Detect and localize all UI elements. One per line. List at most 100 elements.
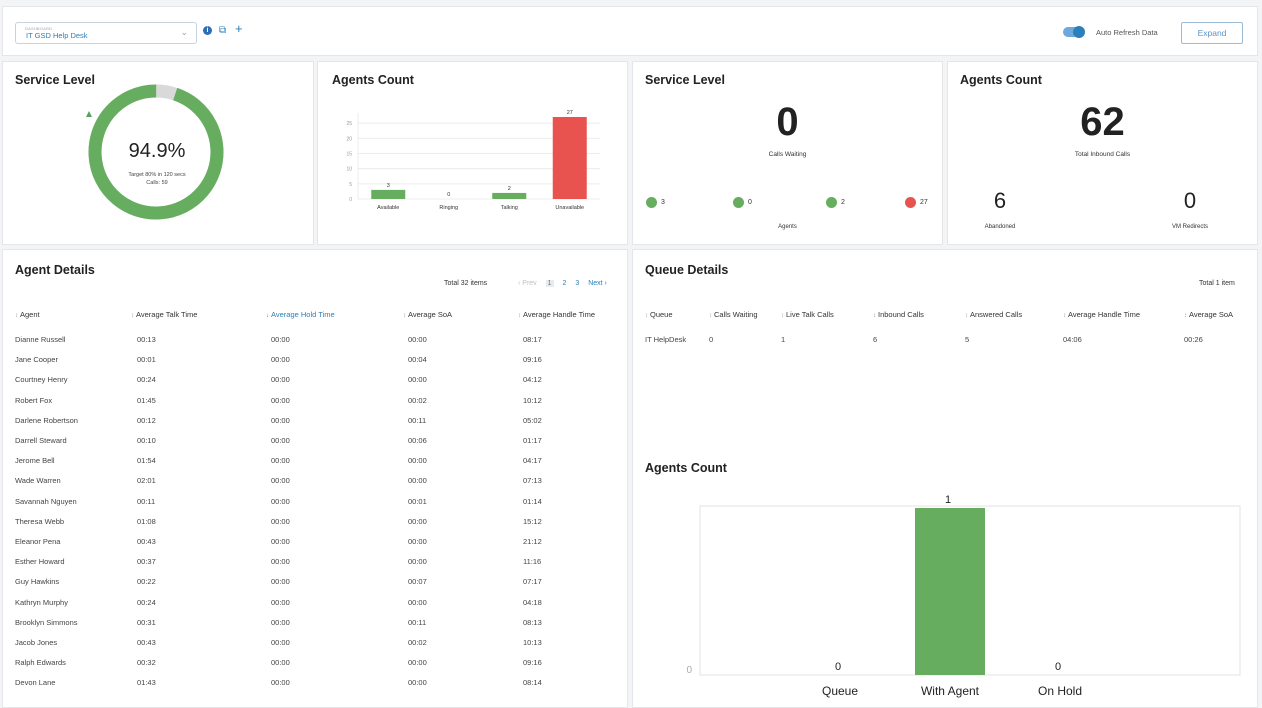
add-icon[interactable]: + [235, 21, 243, 36]
column-header-answered-calls[interactable]: ↕ Answered Calls [965, 310, 1022, 319]
y-tick-label: 0 [686, 665, 692, 676]
handle-time-cell: 04:18 [523, 597, 542, 607]
column-header-queue[interactable]: ↕ Queue [645, 310, 673, 319]
column-header-soa[interactable]: ↕ Average SoA [403, 310, 453, 319]
pager-page-2[interactable]: 2 [562, 280, 567, 287]
x-category-label: Queue [822, 684, 858, 698]
hold-time-cell: 00:00 [271, 375, 290, 385]
column-header-label: Average Hold Time [271, 310, 335, 319]
column-header-soa[interactable]: ↕ Average SoA [1184, 310, 1233, 319]
talk-time-cell: 00:24 [137, 597, 156, 607]
soa-cell: 00:11 [408, 617, 427, 627]
handle-time-cell: 10:13 [523, 638, 542, 647]
dashboard-toolbar: DASHBOARD IT GSD Help Desk ⌄ i ⧉ + Auto … [2, 6, 1258, 56]
table-row[interactable]: Dianne Russell 00:13 00:00 00:00 08:17 [3, 335, 623, 349]
panel-title: Queue Details [645, 263, 729, 277]
info-icon[interactable]: i [203, 26, 212, 35]
table-row[interactable]: Devon Lane 01:43 00:00 00:00 08:14 [3, 678, 623, 692]
hold-time-cell: 00:00 [271, 335, 290, 344]
pager-next[interactable]: Next › [588, 280, 607, 287]
table-row[interactable]: Guy Hawkins 00:22 00:00 00:07 07:17 [3, 577, 623, 591]
column-header-label: Average Talk Time [136, 310, 198, 319]
table-row[interactable]: Savannah Nguyen 00:11 00:00 00:01 01:14 [3, 497, 623, 511]
column-header-handle-time[interactable]: ↕ Average Handle Time [1063, 310, 1140, 319]
column-header-hold-time[interactable]: ↓ Average Hold Time [266, 310, 335, 319]
auto-refresh-label: Auto Refresh Data [1096, 28, 1158, 37]
column-header-label: Answered Calls [970, 310, 1023, 319]
table-row[interactable]: Kathryn Murphy 00:24 00:00 00:00 04:18 [3, 598, 623, 612]
hold-time-cell: 00:00 [271, 597, 290, 607]
agent-name-cell: Eleanor Pena [15, 537, 61, 546]
toggle-knob [1073, 26, 1085, 38]
column-header-calls-waiting[interactable]: ↕ Calls Waiting [709, 310, 757, 319]
total-inbound-value: 62 [1080, 100, 1125, 144]
y-tick-label: 20 [346, 136, 352, 142]
agent-name-cell: Guy Hawkins [15, 577, 60, 587]
soa-cell: 00:26 [1184, 335, 1203, 344]
hold-time-cell: 00:00 [271, 516, 290, 526]
column-header-label: Average SoA [408, 310, 453, 319]
column-header-label: Average SoA [1189, 310, 1234, 319]
pager-page-1[interactable]: 1 [545, 280, 554, 287]
bar-value-label: 0 [835, 661, 841, 673]
table-row[interactable]: Darrell Steward 00:10 00:00 00:06 01:17 [3, 436, 623, 450]
soa-cell: 00:06 [408, 436, 427, 445]
hold-time-cell: 00:00 [271, 658, 290, 668]
talk-time-cell: 00:24 [137, 375, 156, 385]
chevron-down-icon: ⌄ [180, 27, 188, 37]
agents-count-stats-panel: Agents Count 62 Total Inbound Calls 6 Ab… [947, 61, 1258, 245]
trend-up-icon [86, 111, 92, 117]
table-row[interactable]: Jane Cooper 00:01 00:00 00:04 09:16 [3, 355, 623, 369]
x-category-label: Unavailable [555, 205, 584, 211]
table-row[interactable]: Ralph Edwards 00:32 00:00 00:00 09:16 [3, 658, 623, 672]
expand-button[interactable]: Expand [1181, 22, 1243, 44]
panel-title: Service Level [645, 73, 725, 87]
agent-status-count: 27 [920, 199, 928, 206]
table-row[interactable]: Brooklyn Simmons 00:31 00:00 00:11 08:13 [3, 618, 623, 632]
column-header-agent[interactable]: ↕ Agent [15, 310, 40, 319]
bar-talking [492, 192, 527, 199]
service-level-value: 94.9% [128, 140, 186, 162]
table-row[interactable]: Jacob Jones 00:43 00:00 00:02 10:13 [3, 638, 623, 652]
table-row[interactable]: Theresa Webb 01:08 00:00 00:00 15:12 [3, 517, 623, 531]
column-header-live-talk-calls[interactable]: ↕ Live Talk Calls [781, 310, 834, 319]
table-row[interactable]: Robert Fox 01:45 00:00 00:02 10:12 [3, 396, 623, 410]
agent-name-cell: Kathryn Murphy [15, 597, 68, 607]
table-row[interactable]: Jerome Bell 01:54 00:00 00:00 04:17 [3, 456, 623, 470]
copy-icon[interactable]: ⧉ [219, 25, 227, 36]
table-row[interactable]: Wade Warren 02:01 00:00 00:00 07:13 [3, 476, 623, 490]
soa-cell: 00:07 [408, 577, 427, 587]
column-header-label: Inbound Calls [878, 310, 924, 319]
dashboard-select-caption: DASHBOARD [25, 26, 53, 31]
queue-agents-count-title: Agents Count [645, 461, 727, 475]
service-level-calls: Calls: 59 [146, 180, 168, 186]
handle-time-cell: 04:06 [1063, 335, 1082, 344]
total-items: Total 1 item [1199, 280, 1235, 287]
talk-time-cell: 01:08 [137, 516, 156, 526]
pager-page-3[interactable]: 3 [575, 280, 580, 287]
column-header-talk-time[interactable]: ↕ Average Talk Time [131, 310, 198, 319]
table-row[interactable]: Darlene Robertson 00:12 00:00 00:11 05:02 [3, 416, 623, 430]
auto-refresh-toggle[interactable] [1063, 26, 1085, 38]
calls-waiting-label: Calls Waiting [768, 151, 807, 158]
table-row[interactable]: Courtney Henry 00:24 00:00 00:00 04:12 [3, 375, 623, 389]
agent-name-cell: Darrell Steward [15, 436, 67, 445]
handle-time-cell: 07:17 [523, 577, 542, 587]
soa-cell: 00:11 [408, 415, 427, 425]
bar-value-label: 0 [1055, 661, 1061, 673]
column-header-handle-time[interactable]: ↕ Average Handle Time [518, 310, 595, 319]
y-tick-label: 25 [346, 121, 352, 127]
table-row[interactable]: IT HelpDesk 0 1 6 5 04:06 00:26 [633, 335, 1253, 349]
pager-prev[interactable]: ‹ Prev [518, 280, 537, 287]
hold-time-cell: 00:00 [271, 577, 290, 587]
talk-time-cell: 00:01 [137, 355, 156, 365]
dashboard-select[interactable]: DASHBOARD IT GSD Help Desk ⌄ [15, 22, 197, 44]
table-row[interactable]: Eleanor Pena 00:43 00:00 00:00 21:12 [3, 537, 623, 551]
column-header-inbound-calls[interactable]: ↕ Inbound Calls [873, 310, 924, 319]
agent-name-cell: Savannah Nguyen [15, 496, 77, 506]
soa-cell: 00:00 [408, 678, 427, 688]
table-row[interactable]: Esther Howard 00:37 00:00 00:00 11:16 [3, 557, 623, 571]
queue-agents-count-bar-chart: 0 0 Queue 1 With Agent 0 On Hold [686, 494, 1241, 698]
handle-time-cell: 09:16 [523, 658, 542, 668]
agents-count-bar-chart: 0 5 10 15 20 25 3 Available 0 Ringing 2 Talking 27 Un… [346, 110, 600, 211]
